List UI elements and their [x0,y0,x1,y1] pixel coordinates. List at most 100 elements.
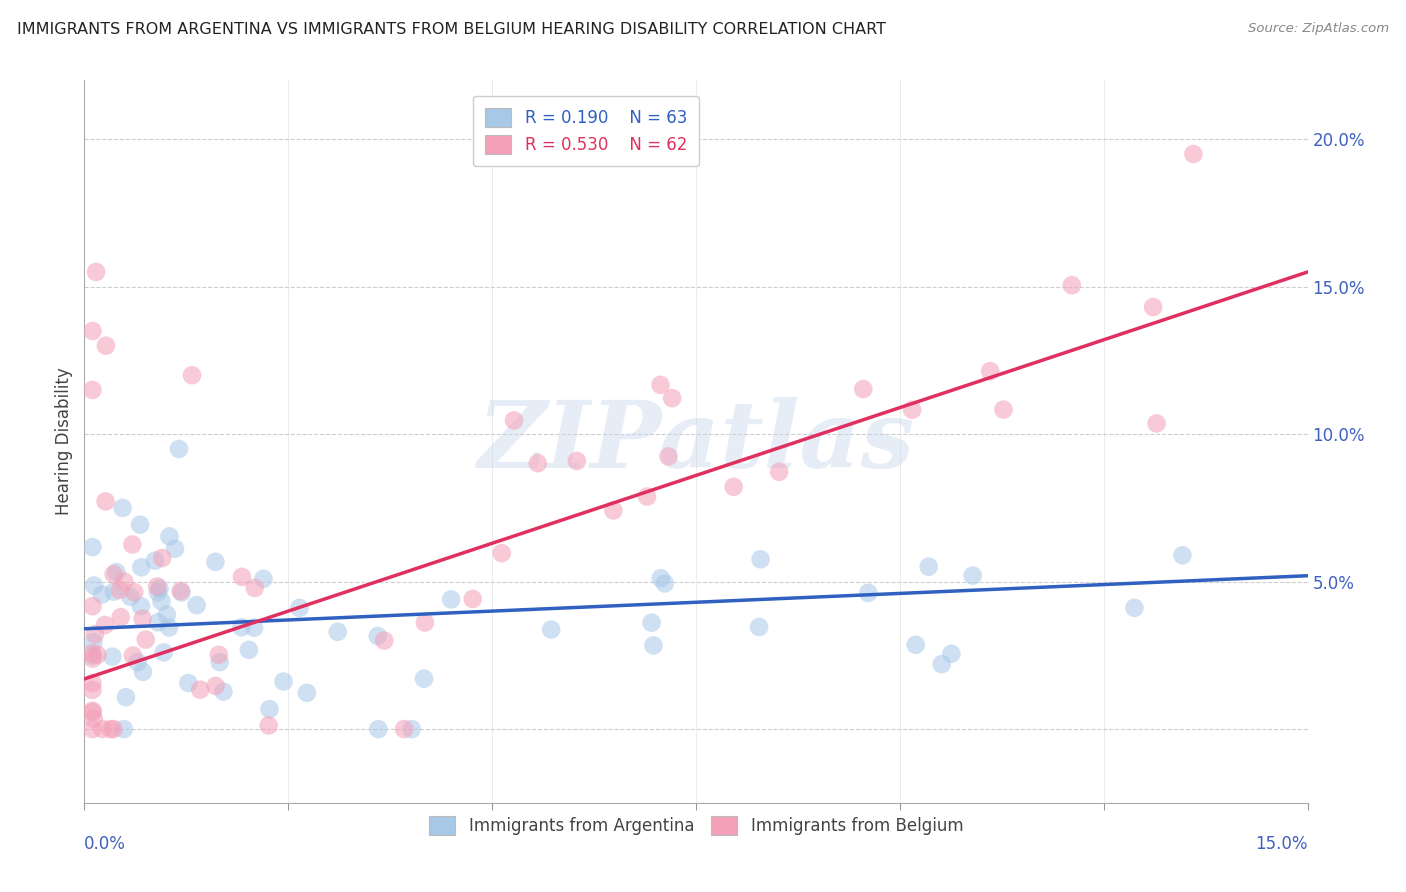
Point [768,465,790,479]
Point [186,598,208,612]
Point [163,541,186,556]
Point [231,620,253,634]
Point [962,568,984,582]
Point [208,655,231,669]
Point [90,588,112,602]
Point [540,623,562,637]
Point [1182,147,1205,161]
Point [993,402,1015,417]
Point [103,567,125,582]
Point [82,383,104,397]
Point [152,645,174,659]
Point [82,676,104,690]
Point [654,576,676,591]
Point [82,651,104,665]
Text: 0.0%: 0.0% [84,835,127,854]
Point [526,456,548,470]
Point [852,382,875,396]
Point [150,594,173,608]
Point [661,391,683,405]
Point [100,722,122,736]
Point [146,579,169,593]
Legend: Immigrants from Argentina, Immigrants from Belgium: Immigrants from Argentina, Immigrants fr… [419,805,973,845]
Point [84,627,107,641]
Point [1123,600,1146,615]
Point [148,582,170,596]
Point [367,722,389,736]
Point [413,615,436,630]
Point [904,638,927,652]
Point [83,578,105,592]
Point [129,599,152,614]
Point [82,648,104,663]
Point [181,368,204,383]
Point [918,559,941,574]
Point [931,657,953,672]
Point [103,584,125,599]
Point [1171,548,1194,562]
Point [413,672,436,686]
Point [602,503,624,517]
Point [401,722,423,736]
Text: Source: ZipAtlas.com: Source: ZipAtlas.com [1249,22,1389,36]
Point [82,540,104,554]
Point [367,629,389,643]
Point [94,494,117,508]
Point [150,551,173,566]
Point [979,364,1001,378]
Point [650,377,672,392]
Point [121,537,143,551]
Point [83,712,105,726]
Point [1146,417,1168,431]
Point [91,722,114,736]
Point [295,686,318,700]
Text: ZIPatlas: ZIPatlas [478,397,914,486]
Point [273,674,295,689]
Point [208,648,231,662]
Point [157,529,180,543]
Point [82,646,104,660]
Point [901,402,924,417]
Point [111,500,134,515]
Point [127,655,149,669]
Point [94,618,117,632]
Point [636,490,658,504]
Point [143,554,166,568]
Point [858,586,880,600]
Point [105,565,128,579]
Point [723,480,745,494]
Point [326,624,349,639]
Text: 15.0%: 15.0% [1256,835,1308,854]
Point [167,442,190,456]
Point [132,665,155,679]
Point [749,552,772,566]
Point [82,599,104,614]
Point [169,583,191,598]
Point [135,632,157,647]
Point [461,591,484,606]
Point [491,546,513,560]
Point [84,265,107,279]
Point [94,339,117,353]
Point [157,620,180,634]
Point [131,612,153,626]
Point [124,585,146,599]
Point [110,610,132,624]
Point [392,722,415,736]
Point [170,585,193,599]
Point [82,722,104,736]
Point [108,582,131,597]
Point [1060,278,1083,293]
Point [257,718,280,732]
Point [177,676,200,690]
Point [112,722,135,736]
Point [243,621,266,635]
Point [288,600,311,615]
Point [103,722,125,736]
Point [156,607,179,622]
Point [259,702,281,716]
Point [120,590,142,604]
Point [503,413,526,427]
Point [941,647,963,661]
Point [131,560,153,574]
